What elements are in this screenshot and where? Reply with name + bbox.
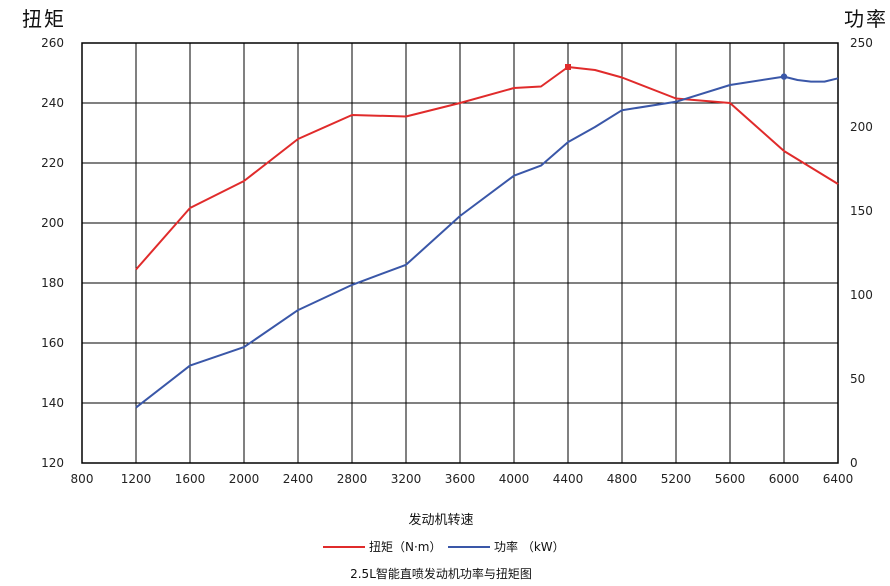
power-peak-marker: [780, 73, 788, 80]
x-tick-labels: 800 1200 1600 2000 2400 2800 3200 3600 4000 4400 4…: [71, 472, 854, 486]
chart-title: 2.5L智能直喷发动机功率与扭矩图: [350, 566, 532, 581]
y-left-tick-label: 160: [41, 336, 64, 350]
series-line-torque: [135, 66, 839, 271]
y-left-tick-label: 240: [41, 96, 64, 110]
y-left-axis-title: 扭矩: [22, 7, 66, 31]
y-right-tick-labels: 0 50 100 150 200 250: [850, 36, 873, 470]
y-right-tick-label: 250: [850, 36, 873, 50]
x-tick-label: 2000: [229, 472, 260, 486]
y-left-tick-labels: 120 140 160 180 200 220 240 260: [41, 36, 64, 470]
x-axis-title: 发动机转速: [408, 512, 473, 528]
x-tick-label: 5200: [661, 472, 692, 486]
x-tick-label: 3600: [445, 472, 476, 486]
x-tick-label: 4800: [607, 472, 638, 486]
y-left-tick-label: 260: [41, 36, 64, 50]
x-tick-label: 2800: [337, 472, 368, 486]
y-right-tick-label: 0: [850, 456, 858, 470]
plot-frame: [81, 42, 839, 464]
y-right-tick-label: 150: [850, 204, 873, 218]
y-left-tick-label: 120: [41, 456, 64, 470]
legend: 扭矩（N·m） 功率 （kW）: [323, 539, 565, 554]
x-tick-label: 5600: [715, 472, 746, 486]
x-tick-label: 4400: [553, 472, 584, 486]
x-tick-label: 4000: [499, 472, 530, 486]
series-layer: [135, 64, 839, 409]
x-tick-label: 6400: [823, 472, 854, 486]
y-left-tick-label: 180: [41, 276, 64, 290]
y-right-axis-title: 功率: [844, 7, 888, 31]
y-right-tick-label: 50: [850, 372, 865, 386]
x-tick-label: 2400: [283, 472, 314, 486]
y-left-tick-label: 200: [41, 216, 64, 230]
y-left-tick-label: 140: [41, 396, 64, 410]
y-left-tick-label: 220: [41, 156, 64, 170]
series-line-power: [135, 75, 839, 409]
chart-grid: [81, 42, 839, 464]
x-tick-label: 1200: [121, 472, 152, 486]
legend-label-torque: 扭矩（N·m）: [369, 540, 441, 554]
x-tick-label: 1600: [175, 472, 206, 486]
legend-label-power: 功率 （kW）: [494, 539, 565, 554]
torque-peak-marker: [565, 64, 571, 70]
y-right-tick-label: 100: [850, 288, 873, 302]
y-right-tick-label: 200: [850, 120, 873, 134]
x-tick-label: 800: [71, 472, 94, 486]
x-tick-label: 6000: [769, 472, 800, 486]
x-tick-label: 3200: [391, 472, 422, 486]
